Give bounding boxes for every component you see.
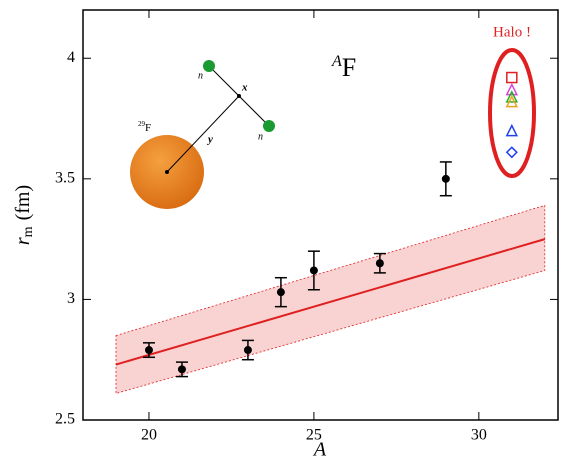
y-tick-label: 4 (67, 49, 75, 66)
inset-diagram: n x y n 29F (130, 60, 275, 209)
halo-label: Halo ! (493, 24, 531, 40)
y-symbol: r (12, 237, 34, 245)
y-tick-label: 3 (67, 290, 75, 307)
y-tick-label: 3.5 (55, 169, 75, 186)
y-subscript: m (21, 226, 36, 237)
data-point (178, 365, 186, 373)
x-tick-label: 25 (306, 427, 322, 444)
data-point (277, 288, 285, 296)
x-tick-label: 20 (141, 427, 157, 444)
fit-line (116, 239, 545, 364)
inset-label: n (198, 70, 203, 81)
halo-marker (507, 147, 517, 157)
inset-nucleus: 29F (138, 120, 151, 134)
y-tick-label: 2.5 (55, 411, 75, 428)
data-point (145, 346, 153, 354)
data-point (244, 346, 252, 354)
inset-label: n (258, 131, 263, 142)
chart: n x y n 29F AF Halo ! A rm (fm) 20 25 30 2.5… (0, 0, 568, 465)
data-point (442, 175, 450, 183)
halo-marker (507, 73, 517, 83)
data-point (376, 259, 384, 267)
inset-label: y (206, 134, 213, 146)
data-point (310, 266, 318, 274)
nucleus-symbol: F (145, 122, 151, 134)
x-tick-label: 30 (471, 427, 487, 444)
chart-title: AF (331, 53, 356, 82)
title-text: F (342, 53, 356, 82)
inset-label: x (241, 82, 248, 94)
halo-marker (507, 126, 517, 136)
fit-band (116, 205, 545, 393)
title-superscript: A (331, 53, 342, 70)
y-axis-label: rm (fm) (12, 185, 37, 245)
y-unit: (fm) (12, 185, 34, 221)
